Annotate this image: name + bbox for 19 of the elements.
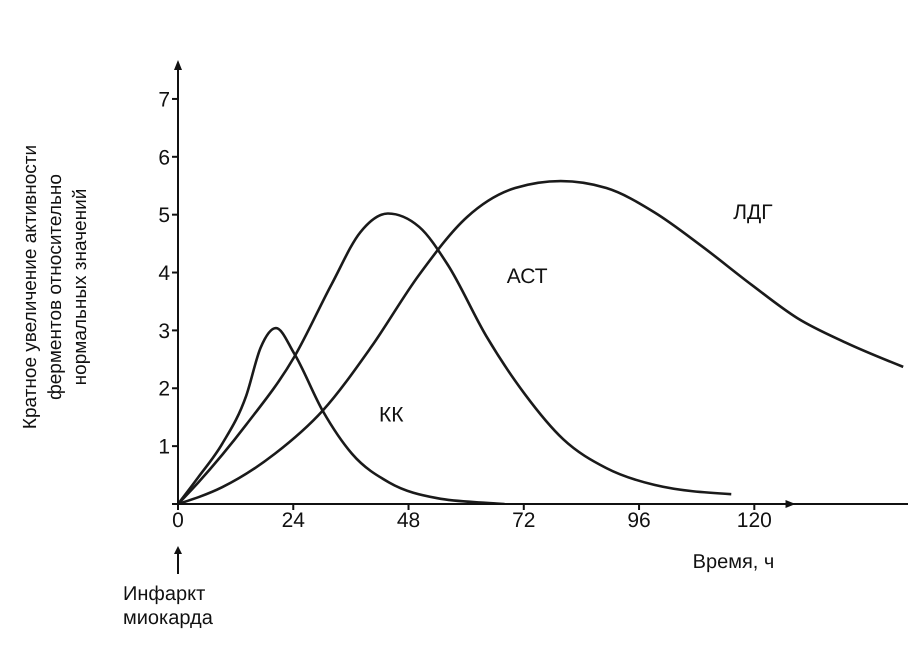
y-tick-label: 7 [158,88,170,112]
y-axis-title: Кратное увеличение активности ферментов относительно нормальных значений [20,144,91,430]
series-label: АСТ [506,264,548,288]
y-tick-label: 4 [158,262,170,285]
x-tick-label: 0 [172,508,184,532]
y-tick-label: 5 [158,204,170,228]
x-tick-label: 96 [627,508,651,532]
x-tick-label: 120 [736,508,772,532]
y-tick-label: 6 [158,146,170,170]
x-tick-label: 48 [396,508,420,532]
y-tick-label: 1 [158,436,170,459]
x-tick-label: 24 [282,508,306,532]
series-label: КК [379,404,404,427]
series-label: ЛДГ [733,200,773,224]
x-tick-label: 72 [512,508,536,532]
y-tick-label: 2 [158,378,170,401]
y-tick-label: 3 [158,320,170,343]
text: Инфаркт миокарда [123,583,214,629]
x-axis-title: Время, ч [692,551,774,573]
